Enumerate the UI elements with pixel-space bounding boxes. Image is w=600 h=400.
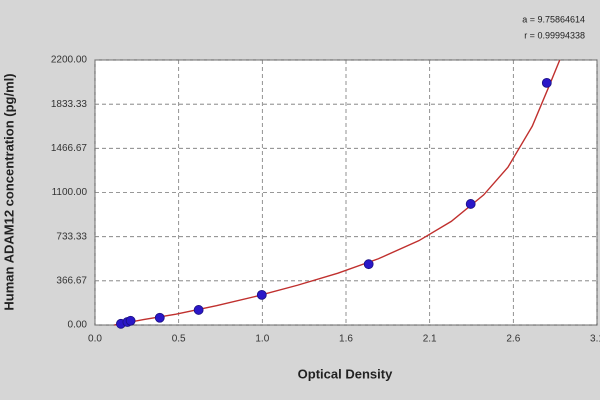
x-tick-label: 1.0 [255,334,269,345]
y-tick-label: 0.00 [68,320,88,331]
data-point [363,259,374,270]
x-tick-label: 2.6 [506,334,520,345]
x-tick-label: 2.1 [423,334,437,345]
x-tick-label: 0.0 [88,334,102,345]
data-point [256,289,267,300]
y-tick-label: 366.67 [56,275,87,286]
x-tick-label: 1.6 [339,334,353,345]
data-point [125,315,136,326]
fit-curve [114,59,561,326]
y-tick-label: 733.33 [56,231,87,242]
annotation: a = 9.75864614 [522,14,585,24]
x-tick-label: 3.1 [590,334,600,345]
data-point [193,305,204,315]
y-tick-label: 1100.00 [52,187,88,198]
data-point [541,77,552,88]
y-tick-label: 1466.67 [51,143,88,154]
x-axis-title: Optical Density [298,366,393,381]
x-tick-label: 0.5 [172,334,186,345]
data-point [154,312,165,323]
y-tick-label: 2200.00 [51,55,88,66]
annotation: r = 0.99994338 [524,30,585,40]
y-tick-label: 1833.33 [51,99,88,110]
data-point [465,199,476,209]
y-axis-title: Human ADAM12 concentration (pg/ml) [1,73,16,310]
